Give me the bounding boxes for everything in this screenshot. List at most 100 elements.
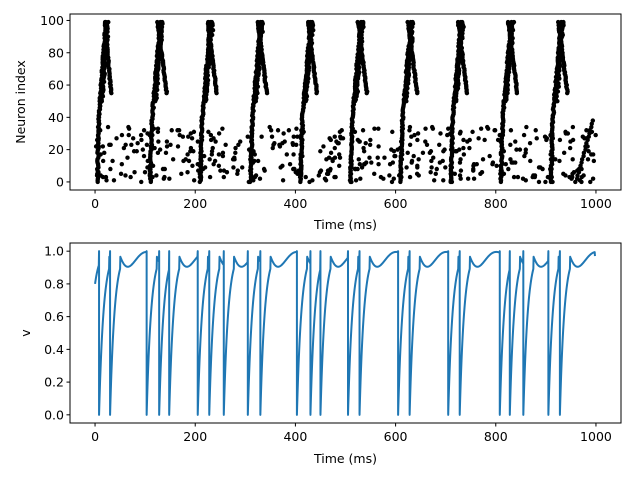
- spike-point: [186, 134, 191, 139]
- spike-point: [497, 132, 502, 138]
- spike-point: [438, 131, 443, 136]
- spike-point: [536, 179, 542, 185]
- raster-y-tick-label-3: 60: [48, 78, 64, 93]
- raster-y-ticks: 0 20 40 60 80 100: [40, 13, 70, 189]
- spike-point: [570, 157, 575, 162]
- spike-point: [361, 145, 366, 151]
- spike-point: [533, 128, 538, 133]
- spike-point: [216, 163, 222, 168]
- spike-point: [323, 178, 329, 183]
- spike-point: [128, 174, 133, 180]
- spike-point: [508, 142, 513, 147]
- spike-point: [589, 124, 594, 130]
- spike-point: [457, 131, 463, 136]
- spike-point: [303, 174, 308, 180]
- spike-point: [440, 158, 445, 164]
- spike-point: [397, 145, 403, 151]
- spike-point: [125, 155, 130, 160]
- spike-point: [257, 176, 263, 181]
- spike-point: [259, 134, 264, 139]
- spike-point: [103, 174, 109, 180]
- spike-point: [162, 166, 168, 172]
- spike-point: [126, 132, 131, 138]
- spike-point: [588, 179, 593, 185]
- spike-point: [455, 19, 461, 25]
- spike-point: [584, 128, 589, 133]
- spike-point: [591, 158, 597, 164]
- spike-point: [532, 174, 537, 180]
- spike-point: [579, 179, 584, 185]
- spike-point: [339, 128, 344, 133]
- spike-point: [118, 171, 124, 177]
- spike-point: [357, 161, 363, 167]
- spike-point: [513, 139, 518, 144]
- spike-point: [167, 176, 172, 181]
- spike-point: [170, 157, 176, 162]
- spike-point: [482, 137, 487, 143]
- spike-point: [411, 153, 416, 159]
- voltage-y-tick-label-2: 0.4: [44, 342, 64, 357]
- spike-point: [348, 165, 353, 170]
- voltage-x-tick-label-0: 0: [91, 429, 99, 444]
- spike-point: [576, 170, 582, 175]
- spike-point: [505, 19, 511, 25]
- spike-point: [164, 144, 170, 149]
- spike-point: [431, 155, 436, 160]
- spike-point: [352, 166, 358, 172]
- voltage-x-tick-label-1000: 1000: [580, 429, 612, 444]
- spike-point: [190, 163, 195, 168]
- spike-point: [337, 163, 342, 168]
- spike-point: [108, 166, 113, 172]
- spike-point: [295, 134, 300, 139]
- spike-point: [200, 166, 206, 172]
- spike-point: [332, 134, 337, 139]
- spike-point: [235, 168, 240, 173]
- spike-point: [260, 19, 265, 25]
- spike-point: [593, 132, 598, 138]
- spike-point: [209, 149, 215, 154]
- spike-point: [207, 174, 213, 180]
- spike-point: [220, 153, 226, 159]
- spike-point: [94, 137, 100, 143]
- spike-point: [503, 161, 508, 167]
- spike-point: [267, 124, 272, 130]
- spike-point: [185, 170, 190, 175]
- spike-point: [360, 19, 366, 25]
- raster-y-tick-label-0: 0: [56, 174, 64, 189]
- spike-point: [328, 137, 333, 143]
- voltage-x-tick-label-600: 600: [384, 429, 408, 444]
- spike-point: [275, 128, 281, 133]
- spike-point: [423, 139, 428, 144]
- spike-point: [457, 160, 463, 165]
- spike-point: [282, 139, 287, 144]
- spike-point: [471, 176, 477, 181]
- spike-point: [140, 147, 146, 152]
- voltage-plot-frame: [69, 242, 622, 424]
- spike-point: [332, 155, 338, 160]
- spike-point: [538, 165, 543, 170]
- spike-point: [461, 137, 466, 143]
- spike-point: [522, 153, 527, 159]
- voltage-x-ticks: 0 200 400 600 800 1000: [91, 423, 612, 444]
- spike-point: [513, 160, 518, 165]
- spike-point: [590, 118, 596, 123]
- spike-point: [461, 152, 467, 157]
- spike-point: [494, 163, 499, 168]
- spike-point: [291, 152, 296, 157]
- spike-point: [102, 19, 108, 25]
- spike-point: [429, 158, 434, 164]
- spike-point: [553, 157, 558, 162]
- spike-point: [220, 126, 225, 131]
- spike-point: [372, 126, 377, 131]
- spike-point: [269, 134, 275, 139]
- spike-point: [281, 131, 286, 136]
- spike-point: [183, 157, 188, 162]
- spike-point: [191, 129, 197, 135]
- spike-point: [142, 170, 148, 175]
- spike-point: [580, 134, 586, 139]
- spike-point: [114, 136, 119, 141]
- spike-point: [399, 136, 405, 141]
- spike-point: [145, 158, 150, 164]
- spike-point: [459, 19, 465, 25]
- voltage-y-ticks: 0.0 0.2 0.4 0.6 0.8 1.0: [44, 244, 70, 422]
